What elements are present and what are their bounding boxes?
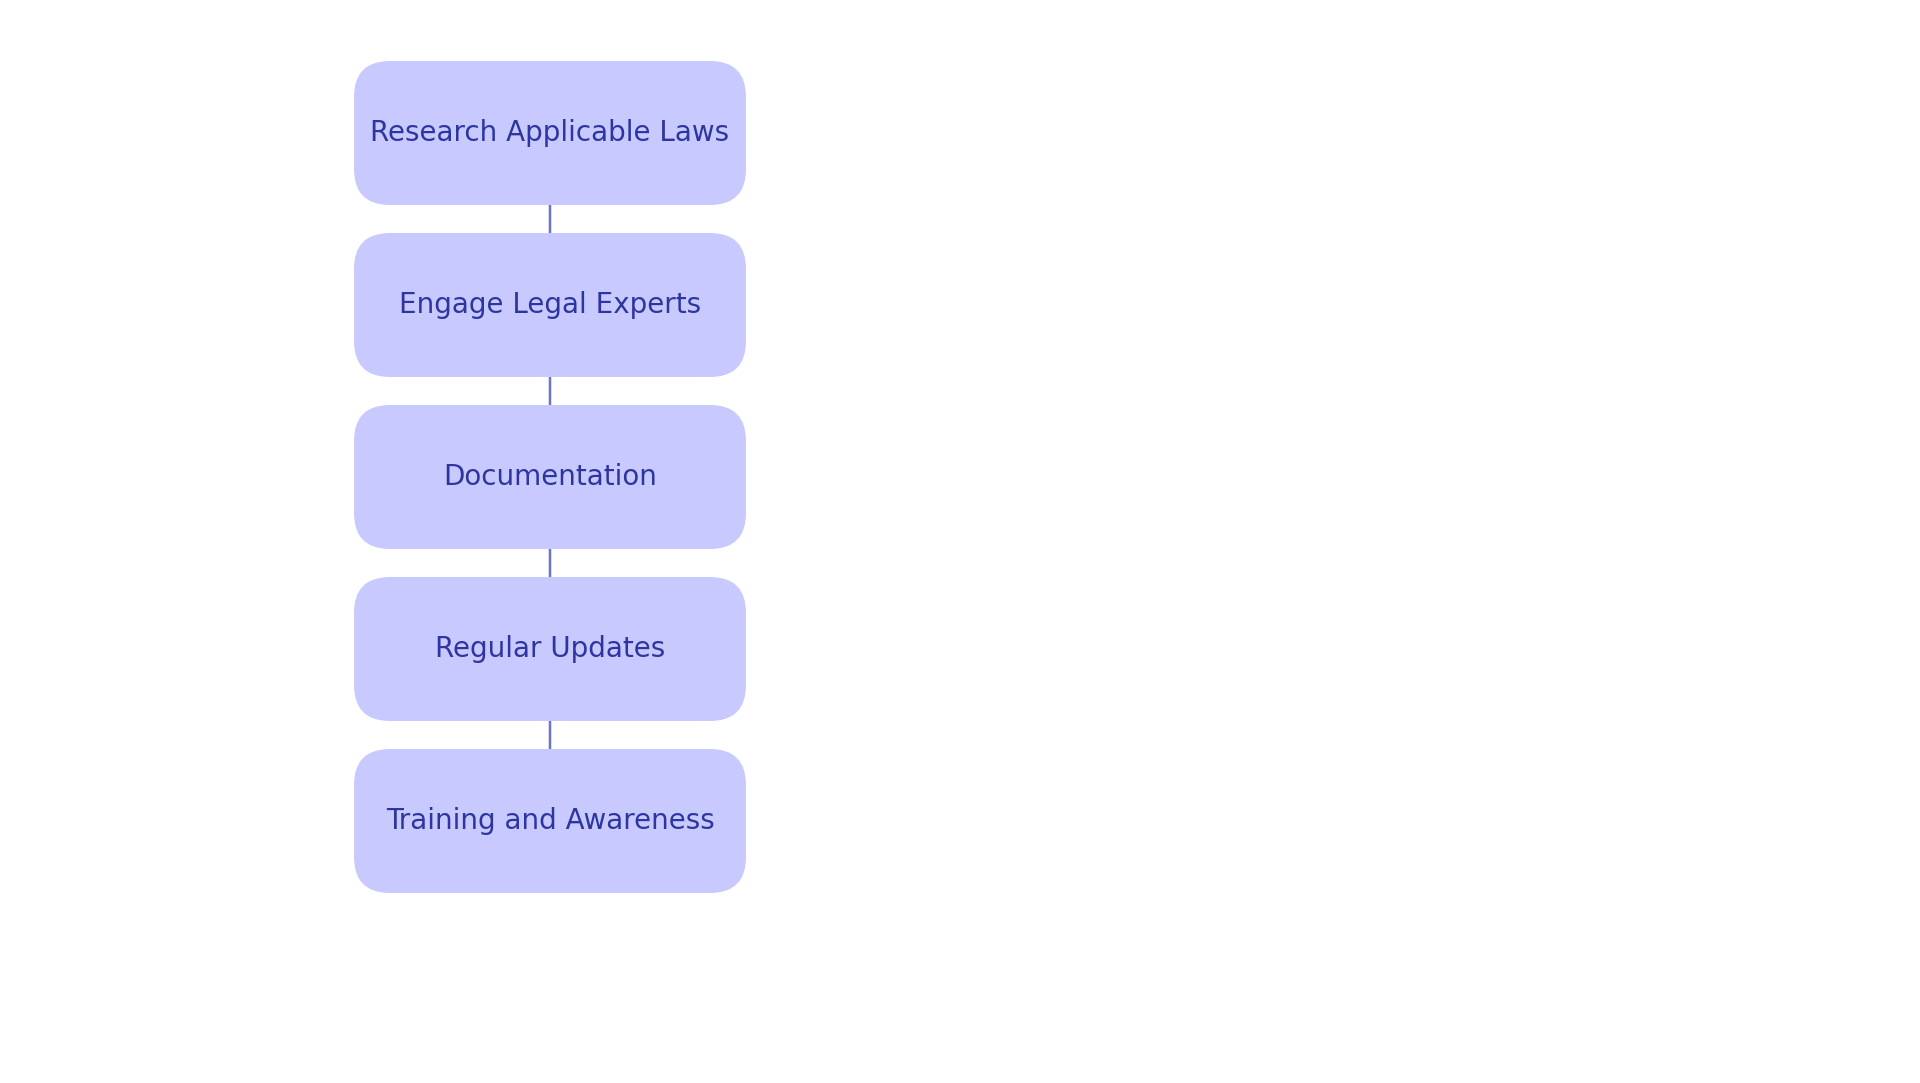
FancyBboxPatch shape xyxy=(353,233,747,377)
Text: Engage Legal Experts: Engage Legal Experts xyxy=(399,291,701,319)
FancyBboxPatch shape xyxy=(353,577,747,721)
Text: Regular Updates: Regular Updates xyxy=(434,635,664,663)
FancyBboxPatch shape xyxy=(353,61,747,205)
Text: Training and Awareness: Training and Awareness xyxy=(386,807,714,835)
Text: Research Applicable Laws: Research Applicable Laws xyxy=(371,119,730,147)
FancyBboxPatch shape xyxy=(353,405,747,549)
Text: Documentation: Documentation xyxy=(444,464,657,491)
FancyBboxPatch shape xyxy=(353,749,747,893)
